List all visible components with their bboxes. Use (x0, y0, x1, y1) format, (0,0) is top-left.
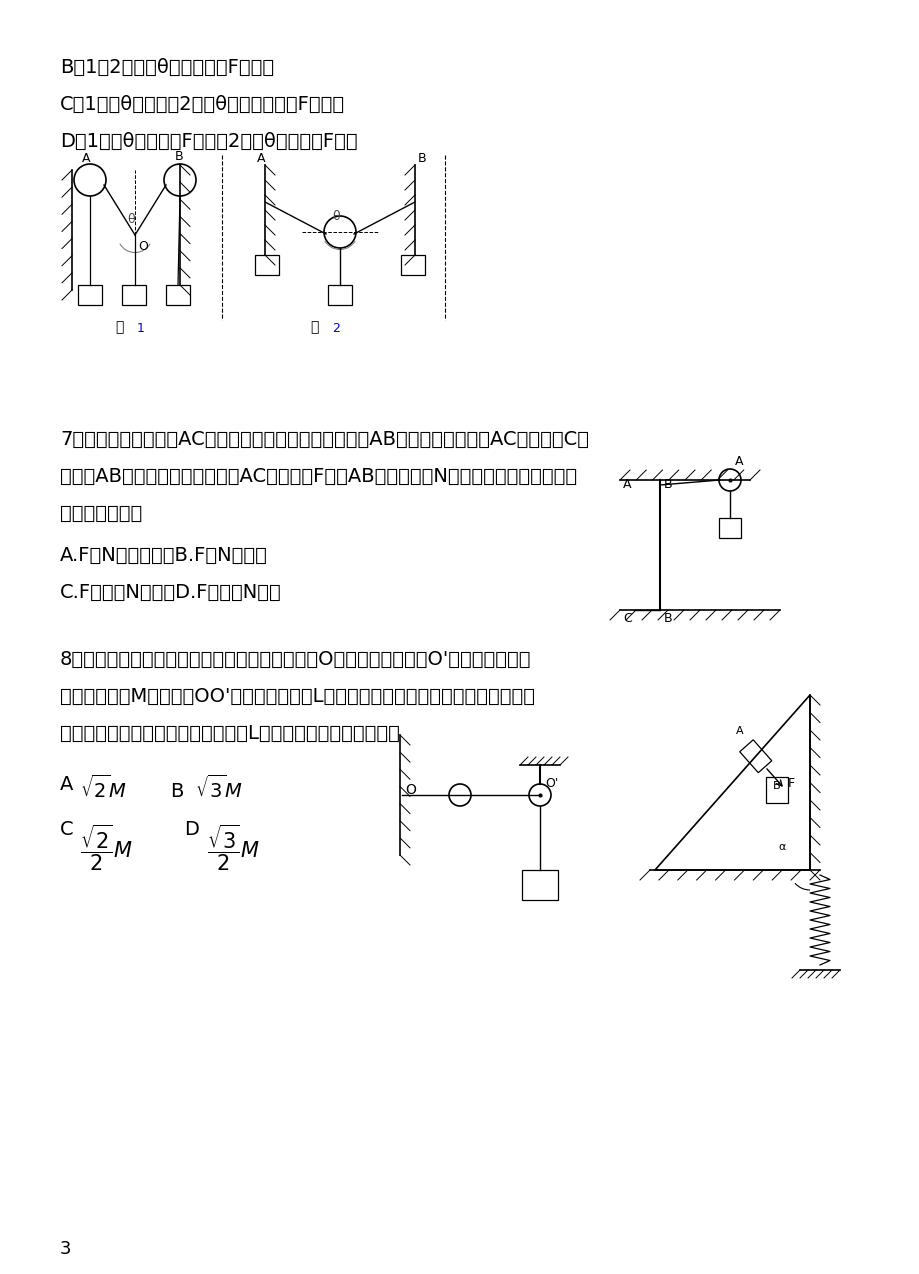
Text: 确的是（　　）: 确的是（ ） (60, 505, 142, 524)
Text: A: A (60, 775, 85, 794)
Text: O: O (404, 784, 415, 798)
Text: D．1图中θ角减小、F不变，2图中θ角增大，F减小: D．1图中θ角减小、F不变，2图中θ角增大，F减小 (60, 132, 357, 152)
Text: A: A (622, 478, 630, 490)
Bar (719, 519, 740, 538)
Text: F: F (787, 777, 794, 790)
Text: B  $\sqrt{3}M$: B $\sqrt{3}M$ (170, 775, 243, 803)
Text: 悬挂一质量为M的物体；OO'段水平，长为度L；绳子上套一可沿绳滑动的轻环．现在轻: 悬挂一质量为M的物体；OO'段水平，长为度L；绳子上套一可沿绳滑动的轻环．现在轻 (60, 687, 535, 706)
Text: B: B (772, 781, 780, 791)
Text: 环上悬挂一钉码，平衡后，物体上升L．则钉码的质量为（　　）: 环上悬挂一钉码，平衡后，物体上升L．则钉码的质量为（ ） (60, 724, 400, 743)
Text: 图: 图 (310, 320, 318, 334)
Text: A: A (256, 152, 266, 166)
Text: 7、如图所示，在细绳AC和水平拉力共同作用下竖直轻杆AB处于平衡状态．若AC加长，使C点: 7、如图所示，在细绳AC和水平拉力共同作用下竖直轻杆AB处于平衡状态．若AC加长… (60, 431, 588, 448)
Text: 左移，AB仍保持平衡状态．细绳AC上的拉力F和杆AB受到的压力N与原先相比，下列说法正: 左移，AB仍保持平衡状态．细绳AC上的拉力F和杆AB受到的压力N与原先相比，下列… (60, 468, 576, 485)
Bar (78, 285, 102, 304)
Text: B: B (417, 152, 426, 166)
Text: θ: θ (332, 210, 339, 223)
Text: A: A (82, 152, 90, 166)
Text: 2: 2 (332, 322, 339, 335)
Bar (521, 870, 558, 899)
Text: α: α (777, 842, 785, 852)
Text: θ: θ (127, 213, 134, 225)
Text: 8、如图，一不可伸长的光滑轻绳，其左端固定于O点，右端跨过位于O'点的固定光滑轴: 8、如图，一不可伸长的光滑轻绳，其左端固定于O点，右端跨过位于O'点的固定光滑轴 (60, 650, 531, 669)
Text: B．1、2图中的θ角均不变，F均不变: B．1、2图中的θ角均不变，F均不变 (60, 59, 274, 76)
Text: B: B (175, 150, 184, 163)
Text: A: A (734, 455, 743, 468)
Text: C: C (622, 612, 631, 626)
Text: $\sqrt{2}M$: $\sqrt{2}M$ (80, 775, 127, 803)
Text: $\dfrac{\sqrt{3}}{2}M$: $\dfrac{\sqrt{3}}{2}M$ (207, 822, 260, 873)
Bar (122, 285, 146, 304)
Text: C．1图中θ角增大、2图中θ角不变，张力F均不变: C．1图中θ角增大、2图中θ角不变，张力F均不变 (60, 96, 345, 113)
Bar (766, 777, 788, 803)
Bar (328, 285, 352, 304)
Text: B: B (664, 612, 672, 626)
Text: 图: 图 (115, 320, 123, 334)
Bar (401, 255, 425, 275)
Bar (255, 255, 278, 275)
Text: $\dfrac{\sqrt{2}}{2}M$: $\dfrac{\sqrt{2}}{2}M$ (80, 822, 133, 873)
Bar (165, 285, 190, 304)
Text: C.F增大，N减小　D.F减小，N增大: C.F增大，N减小 D.F减小，N增大 (60, 583, 281, 603)
Text: A: A (735, 726, 743, 736)
Text: B: B (664, 478, 672, 490)
Text: D: D (185, 820, 212, 840)
Text: O: O (138, 240, 148, 254)
Text: C: C (60, 820, 86, 840)
Text: O': O' (544, 777, 558, 790)
Text: A.F和N都增大　　B.F和N都减小: A.F和N都增大 B.F和N都减小 (60, 547, 267, 564)
Text: 1: 1 (137, 322, 144, 335)
Text: 3: 3 (60, 1240, 72, 1257)
